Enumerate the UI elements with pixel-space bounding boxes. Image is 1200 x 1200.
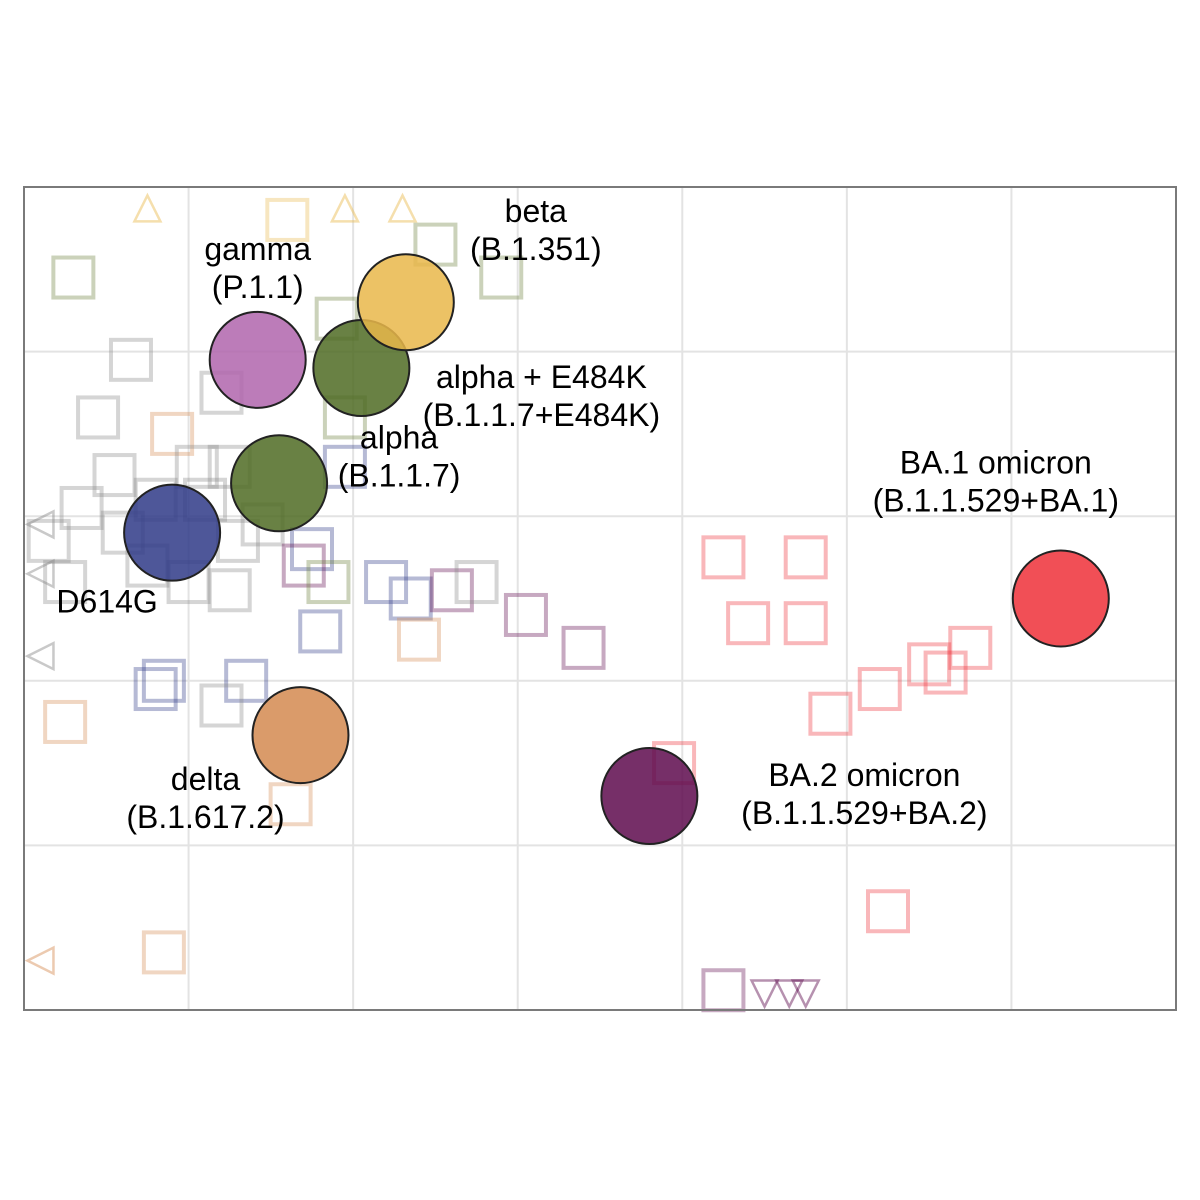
- serum-point: [866, 889, 910, 934]
- offscale-marker: [24, 945, 55, 976]
- antigen-label-line: (B.1.1.529+BA.2): [741, 795, 987, 831]
- offscale-marker: [132, 192, 163, 223]
- serum-point: [92, 453, 137, 498]
- serum-point: [503, 592, 548, 637]
- serum-point: [388, 576, 433, 621]
- serum-point: [298, 609, 343, 654]
- antigen-label-line: (B.1.351): [470, 231, 602, 267]
- antigen-label-line: BA.2 omicron: [768, 757, 960, 793]
- serum-point: [948, 625, 993, 670]
- serum-point: [857, 667, 902, 712]
- offscale-layer: [24, 192, 821, 1010]
- antigen-label-line: (B.1.617.2): [126, 799, 284, 835]
- antigen-label-line: BA.1 omicron: [900, 445, 1092, 481]
- antigen-point: [230, 434, 329, 533]
- antigen-label: D614G: [56, 584, 157, 620]
- offscale-marker: [24, 558, 55, 589]
- serum-point: [133, 667, 178, 712]
- antigen-point: [600, 747, 699, 846]
- serum-point: [429, 568, 474, 613]
- serum-point: [224, 658, 269, 703]
- serum-point: [396, 617, 441, 662]
- antigen-label: BA.2 omicron (B.1.1.529+BA.2): [741, 757, 987, 831]
- serum-point: [199, 683, 244, 728]
- offscale-marker: [329, 192, 360, 223]
- serum-point: [281, 543, 326, 588]
- serum-point: [907, 642, 952, 687]
- antigen-label-line: beta: [505, 193, 567, 229]
- serum-point: [783, 601, 828, 646]
- antigen-label: alpha + E484K (B.1.1.7+E484K): [423, 359, 660, 433]
- antigen-label: alpha (B.1.1.7): [338, 419, 461, 493]
- antigen-point: [251, 686, 350, 785]
- antigen-label: beta (B.1.351): [470, 193, 602, 267]
- antigen-label: gamma (P.1.1): [204, 231, 311, 305]
- serum-point: [268, 782, 313, 827]
- antigen-label-line: (B.1.1.529+BA.1): [873, 483, 1119, 519]
- antigen-label-line: alpha: [360, 419, 439, 455]
- serum-point: [290, 527, 334, 572]
- offscale-marker: [24, 509, 55, 540]
- serum-point: [454, 560, 499, 605]
- antigen-label-line: gamma: [204, 231, 311, 267]
- serum-point: [306, 560, 351, 605]
- serum-point: [141, 930, 186, 975]
- serum-point: [923, 650, 968, 695]
- serum-point: [479, 255, 524, 300]
- antigen-label-line: (B.1.1.7+E484K): [423, 397, 660, 433]
- antigen-label-line: D614G: [56, 584, 157, 620]
- serum-point: [59, 485, 104, 530]
- antigen-label: delta (B.1.617.2): [126, 761, 284, 835]
- antigen-label-line: (B.1.1.7): [338, 457, 461, 493]
- offscale-marker: [774, 979, 805, 1010]
- serum-point: [364, 560, 409, 605]
- antigen-point: [208, 310, 307, 409]
- plot-border: [23, 186, 1177, 1011]
- serum-point: [701, 535, 746, 580]
- serum-point: [783, 535, 828, 580]
- serum-point: [561, 625, 606, 670]
- antigen-label-line: alpha + E484K: [436, 359, 647, 395]
- serum-point: [726, 601, 771, 646]
- antigen-point: [1011, 549, 1110, 648]
- antigen-label-line: delta: [171, 761, 241, 797]
- antigen-point: [123, 483, 222, 582]
- serum-point: [43, 699, 88, 744]
- antigen-label: BA.1 omicron (B.1.1.529+BA.1): [873, 445, 1119, 519]
- antigen-point: [356, 253, 455, 352]
- serum-point: [108, 337, 153, 382]
- offscale-marker: [790, 979, 821, 1010]
- serum-point: [207, 568, 252, 613]
- serum-point: [174, 444, 219, 489]
- serum-point: [141, 658, 186, 703]
- antigens-layer: [123, 253, 1110, 846]
- serum-point: [76, 395, 121, 440]
- offscale-marker: [24, 641, 55, 672]
- offscale-marker: [387, 192, 418, 223]
- serum-point: [51, 255, 96, 300]
- antigen-label-line: (P.1.1): [212, 269, 304, 305]
- offscale-marker: [749, 979, 780, 1010]
- serum-point: [26, 518, 71, 563]
- serum-point: [43, 560, 88, 605]
- serum-point: [265, 197, 310, 242]
- serum-point: [150, 411, 195, 456]
- serum-point: [808, 691, 853, 736]
